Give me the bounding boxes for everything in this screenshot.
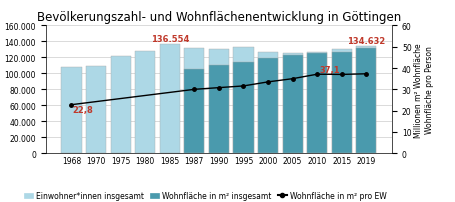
Bar bbox=[208, 50, 228, 154]
Bar bbox=[282, 54, 302, 154]
Bar bbox=[233, 63, 253, 154]
Bar bbox=[258, 53, 278, 154]
Bar bbox=[208, 66, 228, 154]
Bar bbox=[184, 48, 204, 154]
Bar bbox=[61, 68, 81, 154]
Y-axis label: Millionen m² Wohnfläche
Wohnfläche pro Person: Millionen m² Wohnfläche Wohnfläche pro P… bbox=[414, 43, 433, 137]
Bar bbox=[331, 49, 351, 154]
Text: 22,8: 22,8 bbox=[72, 105, 93, 114]
Text: 136.554: 136.554 bbox=[150, 35, 188, 44]
Bar bbox=[184, 70, 204, 154]
Title: Bevölkerungszahl- und Wohnflächenentwicklung in Göttingen: Bevölkerungszahl- und Wohnflächenentwick… bbox=[37, 11, 400, 24]
Bar bbox=[135, 52, 155, 154]
Bar bbox=[159, 45, 179, 154]
Bar bbox=[331, 53, 351, 154]
Bar bbox=[355, 46, 375, 154]
Bar bbox=[355, 48, 375, 154]
Y-axis label: Einwohner*innen: Einwohner*innen bbox=[0, 54, 2, 126]
Bar bbox=[306, 53, 327, 154]
Bar bbox=[282, 56, 302, 154]
Legend: Einwohner*innen insgesamt, Wohnfläche in m² insgesamt, Wohnfläche in m² pro EW: Einwohner*innen insgesamt, Wohnfläche in… bbox=[20, 188, 389, 202]
Bar bbox=[233, 48, 253, 154]
Bar bbox=[86, 67, 106, 154]
Text: 37,1: 37,1 bbox=[318, 66, 339, 75]
Bar bbox=[110, 57, 131, 154]
Bar bbox=[306, 53, 327, 154]
Text: 134.632: 134.632 bbox=[346, 36, 384, 45]
Bar bbox=[258, 59, 278, 154]
